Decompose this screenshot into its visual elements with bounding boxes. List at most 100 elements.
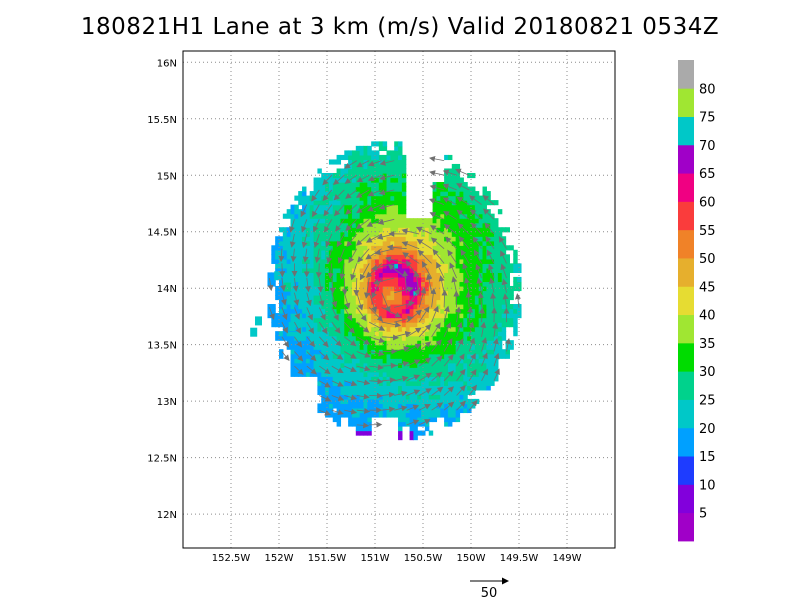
field-cell: [417, 403, 422, 409]
field-cell: [447, 367, 453, 373]
field-cell: [401, 294, 407, 301]
field-cell: [405, 218, 411, 224]
field-cell: [432, 299, 438, 305]
field-cell: [332, 245, 338, 251]
field-cell: [501, 353, 507, 359]
field-cell: [497, 322, 503, 328]
field-cell: [336, 403, 342, 409]
field-cell: [288, 322, 296, 332]
field-cell: [486, 367, 491, 373]
field-cell: [321, 204, 326, 210]
field-cell: [375, 227, 380, 233]
field-cell: [309, 276, 315, 283]
field-cell: [447, 326, 453, 332]
field-cell: [398, 285, 403, 292]
wind-vector: [401, 241, 420, 250]
field-cell: [340, 308, 345, 314]
field-cell: [313, 182, 318, 188]
field-cell: [355, 154, 361, 161]
field-cell: [398, 304, 403, 310]
wind-vector: [421, 261, 432, 279]
field-cell: [459, 245, 464, 251]
field-cell: [359, 195, 365, 201]
field-cell: [494, 276, 499, 283]
field-cell: [309, 254, 315, 260]
field-cell: [317, 267, 322, 273]
field-cell: [371, 150, 376, 156]
field-cell: [378, 313, 384, 319]
field-cell: [424, 245, 430, 251]
field-cell: [325, 335, 330, 341]
field-cell: [336, 159, 342, 165]
field-cell: [375, 245, 380, 251]
field-cell: [375, 177, 380, 183]
wind-vector: [306, 292, 312, 307]
field-cell: [463, 304, 468, 310]
field-cell: [351, 154, 357, 161]
field-cell: [294, 281, 299, 287]
field-cell: [413, 267, 418, 273]
field-cell: [401, 218, 407, 224]
field-cell: [321, 294, 326, 301]
field-cell: [332, 317, 338, 323]
field-cell: [317, 245, 322, 251]
field-cell: [355, 326, 361, 332]
field-cell: [436, 213, 441, 219]
wind-vector: [344, 380, 358, 387]
field-cell: [348, 421, 353, 427]
field-cell: [459, 276, 464, 283]
field-cell: [313, 231, 318, 237]
field-cell: [313, 344, 318, 350]
field-cell: [328, 195, 334, 201]
field-cell: [344, 182, 349, 188]
field-cell: [355, 304, 361, 310]
field-cell: [436, 195, 441, 201]
field-cell: [351, 195, 357, 201]
field-cell: [398, 145, 403, 151]
field-cell: [382, 394, 388, 400]
field-cell: [409, 403, 414, 409]
field-cell: [305, 281, 311, 287]
field-cell: [467, 258, 472, 264]
field-cell: [298, 209, 303, 215]
field-cell: [455, 407, 461, 414]
field-cell: [421, 421, 426, 427]
field-cell: [378, 209, 384, 215]
field-cell: [455, 177, 461, 183]
field-cell: [390, 367, 395, 373]
wind-vector: [501, 278, 508, 293]
wind-vector: [306, 307, 313, 321]
field-cell: [474, 317, 480, 323]
field-cell: [340, 177, 345, 183]
field-cell: [363, 182, 368, 188]
field-cell: [447, 272, 453, 278]
field-cell: [421, 367, 426, 373]
y-tick-label: 16N: [157, 58, 177, 69]
field-cell: [336, 371, 342, 377]
field-cell: [409, 412, 414, 418]
wind-vector: [356, 393, 370, 400]
field-cell: [447, 358, 453, 364]
field-cell: [409, 416, 414, 423]
field-cell: [463, 331, 468, 337]
field-cell: [386, 362, 391, 368]
field-cell: [478, 213, 484, 219]
field-cell: [305, 340, 311, 346]
field-cell: [447, 349, 453, 355]
field-cell: [367, 412, 372, 418]
field-cell: [421, 294, 426, 301]
field-cell: [505, 254, 510, 260]
field-cell: [428, 331, 434, 337]
field-cell: [471, 218, 476, 224]
field-cell: [413, 236, 418, 242]
field-cell: [340, 200, 345, 206]
field-cell: [375, 304, 380, 310]
field-cell: [467, 331, 472, 337]
field-cell: [398, 308, 403, 314]
field-cell: [321, 290, 326, 296]
field-cell: [501, 313, 507, 319]
field-cell: [482, 304, 487, 310]
field-cell: [455, 317, 461, 323]
field-cell: [290, 344, 295, 350]
colorbar-label: 65: [699, 167, 716, 182]
